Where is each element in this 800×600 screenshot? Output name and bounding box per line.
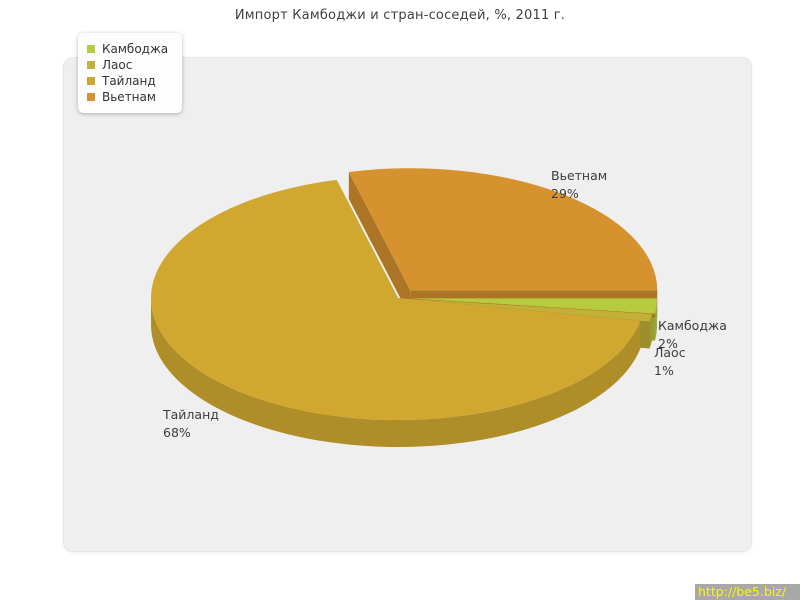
legend-item-Вьетнам[interactable]: Вьетнам	[87, 89, 168, 105]
legend-swatch-icon	[87, 93, 95, 101]
legend-swatch-icon	[87, 77, 95, 85]
pie-label-Вьетнам: Вьетнам 29%	[551, 168, 608, 201]
pie-slice-Камбоджа[interactable]	[409, 298, 657, 314]
legend-label: Тайланд	[102, 74, 156, 88]
legend-label: Камбоджа	[102, 42, 169, 56]
watermark-link[interactable]: http://be5.biz/	[695, 584, 800, 600]
legend-item-Тайланд[interactable]: Тайланд	[87, 73, 168, 89]
legend-item-Камбоджа[interactable]: Камбоджа	[87, 41, 168, 57]
pie-slice-rim	[655, 298, 657, 341]
pie-label-Лаос: Лаос 1%	[654, 345, 686, 378]
pie-slice-Лаос[interactable]	[406, 298, 652, 322]
chart-title: Импорт Камбоджи и стран-соседей, %, 2011…	[234, 8, 566, 23]
pie-slice-rim	[649, 313, 652, 349]
legend-item-Лаос[interactable]: Лаос	[87, 57, 168, 73]
legend-swatch-icon	[87, 61, 95, 69]
legend-label: Вьетнам	[102, 90, 156, 104]
pie-slice-cut-face	[348, 172, 411, 318]
pie-slice-rim	[151, 298, 641, 448]
chart-legend: Камбоджа Лаос Тайланд Вьетнам	[78, 33, 183, 113]
legend-swatch-icon	[87, 45, 95, 53]
pie-slice-Тайланд[interactable]	[151, 179, 641, 420]
legend-label: Лаос	[102, 58, 133, 72]
pie-label-Тайланд: Тайланд 68%	[163, 407, 219, 440]
pie-slice-Вьетнам[interactable]	[348, 168, 658, 291]
pie-label-Камбоджа: Камбоджа 2%	[658, 318, 727, 351]
